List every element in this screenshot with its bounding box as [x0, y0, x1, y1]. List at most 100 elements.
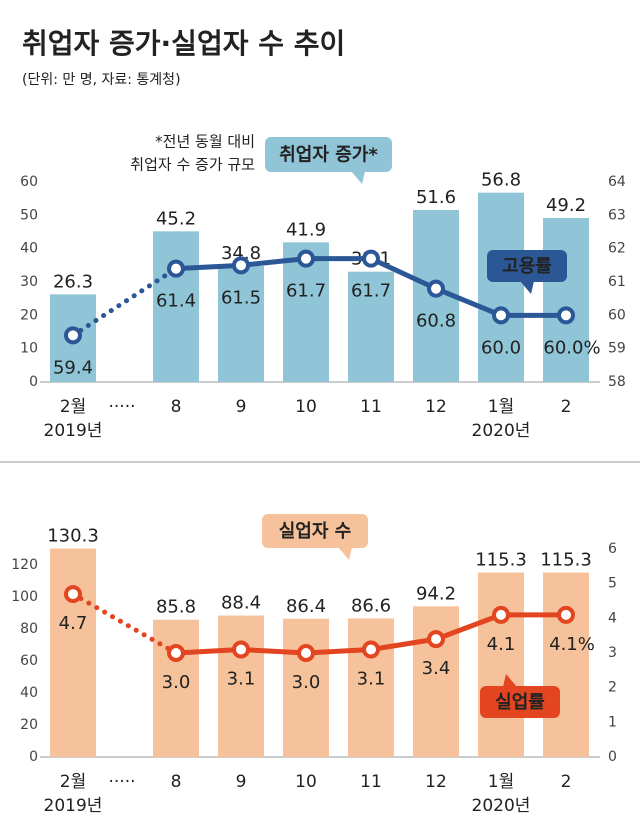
- bar: [283, 618, 329, 757]
- bar-value-label: 115.3: [540, 550, 592, 571]
- x-tick-label: 2: [561, 397, 572, 417]
- line-point: [64, 326, 82, 345]
- line-value-label: 60.0: [481, 337, 521, 358]
- line-label-pointer: [503, 674, 517, 687]
- line-value-label: 3.0: [162, 672, 191, 693]
- y2-tick-label: 6: [608, 541, 617, 557]
- bar-value-label: 115.3: [475, 550, 527, 571]
- line-value-label: 3.4: [422, 658, 451, 679]
- y-tick-label: 40: [20, 241, 38, 257]
- bar-value-label: 86.4: [286, 596, 326, 617]
- line-point: [557, 605, 575, 624]
- bar-value-label: 56.8: [481, 170, 521, 191]
- x-tick-label: 10: [295, 397, 317, 417]
- bar: [218, 266, 264, 382]
- y-tick-label: 30: [20, 274, 38, 290]
- x-tick-label: 12: [425, 772, 447, 792]
- line-point: [362, 640, 380, 659]
- line-value-label: 4.1%: [549, 634, 595, 655]
- line-value-label: 4.1: [487, 634, 516, 655]
- y2-tick-label: 0: [608, 749, 617, 765]
- bar-value-label: 26.3: [53, 271, 93, 292]
- x-tick-label: 9: [236, 397, 247, 417]
- bar-value-label: 41.9: [286, 219, 326, 240]
- line-point: [167, 644, 185, 662]
- line-label-text: 실업률: [495, 692, 545, 713]
- x-tick-year: 2019년: [44, 796, 103, 816]
- y-tick-label: 20: [20, 717, 38, 733]
- line-point: [427, 630, 445, 649]
- bar: [543, 572, 589, 757]
- bar: [478, 192, 524, 382]
- y2-tick-label: 1: [608, 714, 617, 730]
- x-tick-label: 2월: [60, 397, 86, 417]
- y-tick-label: 100: [11, 589, 38, 605]
- line-value-label: 3.1: [227, 669, 256, 690]
- y-tick-label: 60: [20, 653, 38, 669]
- y2-tick-label: 5: [608, 576, 617, 592]
- y2-tick-label: 58: [608, 374, 626, 390]
- bar-value-label: 49.2: [546, 195, 586, 216]
- y-tick-label: 10: [20, 341, 38, 357]
- line-value-label: 3.1: [357, 669, 386, 690]
- annotation: 취업자 수 증가 규모: [130, 156, 255, 174]
- x-tick-label: 1월: [488, 772, 514, 792]
- x-tick-year: 2020년: [472, 421, 531, 441]
- bar-value-label: 94.2: [416, 583, 456, 604]
- x-tick-label: 11: [360, 397, 382, 417]
- legend-pointer: [351, 171, 365, 184]
- line-value-label: 60.8: [416, 311, 456, 332]
- y-tick-label: 0: [29, 749, 38, 765]
- line-value-label: 61.5: [221, 287, 261, 308]
- legend-pointer: [338, 547, 352, 560]
- x-tick-year: 2020년: [472, 796, 531, 816]
- line-value-label: 61.4: [156, 291, 196, 312]
- subtitle: (단위: 만 명, 자료: 통계청): [22, 72, 181, 88]
- y2-tick-label: 63: [608, 207, 626, 223]
- y-tick-label: 40: [20, 685, 38, 701]
- line-point: [232, 256, 250, 275]
- bar: [543, 218, 589, 382]
- line-label-pointer: [520, 281, 534, 294]
- gap-connector: [70, 591, 179, 656]
- gap-connector: [70, 266, 179, 338]
- line-point: [297, 249, 315, 268]
- line-point: [297, 644, 315, 662]
- bar-value-label: 85.8: [156, 597, 196, 618]
- line-point: [64, 585, 82, 604]
- bar-value-label: 34.8: [221, 243, 261, 264]
- line-label-box: [487, 250, 567, 282]
- line-point: [557, 306, 575, 325]
- line-point: [167, 259, 185, 278]
- x-tick-label: ·····: [108, 397, 135, 417]
- legend-label: 취업자 증가*: [279, 145, 378, 166]
- bar: [50, 548, 96, 757]
- bar-value-label: 130.3: [47, 526, 99, 547]
- bar-value-label: 45.2: [156, 208, 196, 229]
- line-value-label: 60.0%: [543, 337, 600, 358]
- y-tick-label: 120: [11, 557, 38, 573]
- y-tick-label: 20: [20, 307, 38, 323]
- x-tick-label: 11: [360, 772, 382, 792]
- annotation: *전년 동월 대비: [155, 133, 255, 151]
- line-point: [362, 249, 380, 268]
- y-tick-label: 0: [29, 374, 38, 390]
- bar: [413, 606, 459, 757]
- legend-box: [265, 137, 392, 172]
- x-tick-label: 12: [425, 397, 447, 417]
- y2-tick-label: 61: [608, 274, 626, 290]
- line-value-label: 4.7: [59, 613, 88, 634]
- line-label-text: 고용률: [502, 256, 552, 277]
- y2-tick-label: 2: [608, 680, 617, 696]
- y-tick-label: 50: [20, 207, 38, 223]
- x-tick-label: 9: [236, 772, 247, 792]
- x-tick-label: 1월: [488, 397, 514, 417]
- bar: [153, 231, 199, 382]
- y2-tick-label: 4: [608, 610, 617, 626]
- legend-box: [262, 514, 368, 548]
- y2-tick-label: 59: [608, 341, 626, 357]
- bar: [348, 271, 394, 382]
- line-value-label: 61.7: [351, 281, 391, 302]
- line-point: [427, 279, 445, 298]
